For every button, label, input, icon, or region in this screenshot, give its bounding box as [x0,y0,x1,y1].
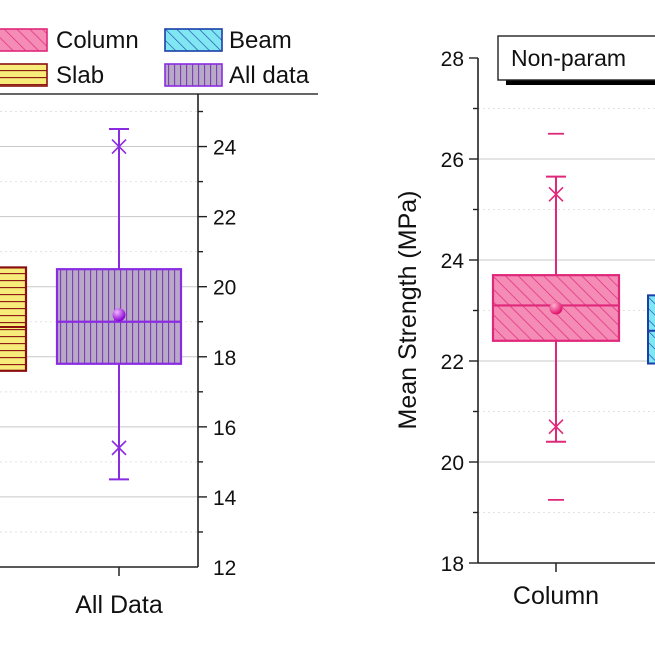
right-y-tick-label-28: 28 [441,48,464,71]
all-data-lower-percentile-marker [111,440,127,456]
right-y-tick-label-24: 24 [441,250,465,273]
left-y-tick-label-16: 16 [213,417,236,440]
right-x-tick-label-column: Column [513,582,599,610]
left-y-tick-label-24: 24 [213,137,237,160]
column-box-body [491,274,621,342]
legend: Column Beam Slab All data [0,27,310,89]
all-data-lower-percentile-marker-b [111,440,127,456]
column-mean-marker [549,301,563,315]
column-upper-percentile-marker-b [548,186,564,202]
legend-label-beam: Beam [229,27,292,54]
column-lower-percentile-marker-b [548,419,564,435]
left-partial-slab-box [0,266,28,372]
all-data-upper-percentile-marker-b [111,138,127,155]
right-chart-title: Non-param [511,45,626,71]
column-box [491,132,621,501]
all-data-box [55,128,183,481]
slab-box-body [0,266,28,372]
column-upper-percentile-marker [548,186,564,202]
right-y-tick-label-20: 20 [441,452,464,475]
legend-swatch-slab [0,63,48,87]
column-lower-percentile-marker [548,419,564,435]
right-y-tick-label-26: 26 [441,149,464,172]
legend-swatch-column [0,28,48,52]
left-y-tick-label-12: 12 [213,557,236,580]
legend-label-column: Column [56,27,139,54]
all-data-mean-marker [112,308,126,322]
left-y-tick-label-20: 20 [213,277,236,300]
legend-swatch-beam [164,28,223,52]
legend-label-all-data: All data [229,62,310,89]
left-y-tick-label-18: 18 [213,347,236,370]
left-chart-panel: 12 14 16 18 20 22 24 All Data Column Beam Slab… [0,27,318,619]
right-y-tick-label-22: 22 [441,351,464,374]
right-y-tick-label-18: 18 [441,553,464,576]
beam-box-body [647,294,655,365]
right-partial-beam-box [647,294,655,365]
left-x-tick-label-all-data: All Data [75,591,163,619]
legend-swatch-all-data [164,63,223,87]
left-y-ticks: 12 14 16 18 20 22 24 [198,110,237,580]
left-y-tick-label-22: 22 [213,207,236,230]
title-box [497,35,655,81]
all-data-upper-percentile-marker [111,138,127,155]
right-y-axis-label: Mean Strength (MPa) [394,191,422,430]
left-y-tick-label-14: 14 [213,487,237,510]
right-y-ticks: 18 20 22 24 26 28 [441,48,478,576]
legend-label-slab: Slab [56,62,104,89]
